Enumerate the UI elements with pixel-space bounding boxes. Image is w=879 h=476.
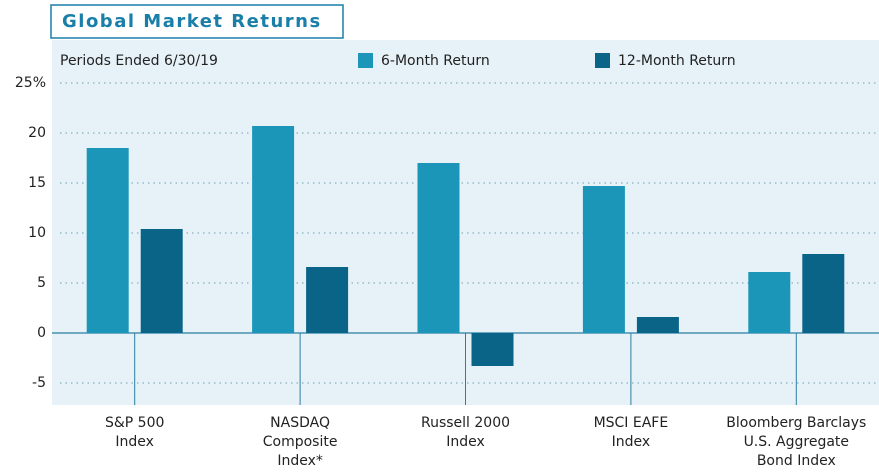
x-tick-label: Index* [277,453,323,469]
bar [748,272,791,333]
title-box [50,4,344,39]
legend-swatch [595,53,610,68]
x-tick-label: Index [612,434,651,450]
legend-swatch [358,53,373,68]
x-tick-label: Russell 2000 [421,415,510,431]
bar [802,254,845,333]
x-tick-label: U.S. Aggregate [744,434,849,450]
bar [306,267,349,333]
y-tick-label: 20 [28,125,46,141]
subtitle: Periods Ended 6/30/19 [60,53,218,69]
x-tick-label: Composite [263,434,338,450]
bar [636,317,679,333]
bar [582,186,625,333]
bar [86,148,129,333]
y-tick-label: 0 [37,325,46,341]
legend-label: 12-Month Return [618,53,736,69]
chart-title: Global Market Returns [62,11,322,32]
x-tick-label: Index [446,434,485,450]
x-tick-label: NASDAQ [270,415,330,431]
x-tick-label: Bond Index [757,453,836,469]
bar [417,163,460,333]
x-tick-label: Index [115,434,154,450]
bar [252,126,295,333]
y-tick-label: -5 [32,375,46,391]
y-tick-label: 25% [15,75,46,91]
bar [471,333,514,366]
x-tick-label: S&P 500 [105,415,164,431]
y-tick-label: 10 [28,225,46,241]
bar [140,229,183,333]
x-tick-label: MSCI EAFE [594,415,669,431]
legend-label: 6-Month Return [381,53,490,69]
y-tick-label: 15 [28,175,46,191]
x-tick-label: Bloomberg Barclays [726,415,866,431]
y-tick-label: 5 [37,275,46,291]
